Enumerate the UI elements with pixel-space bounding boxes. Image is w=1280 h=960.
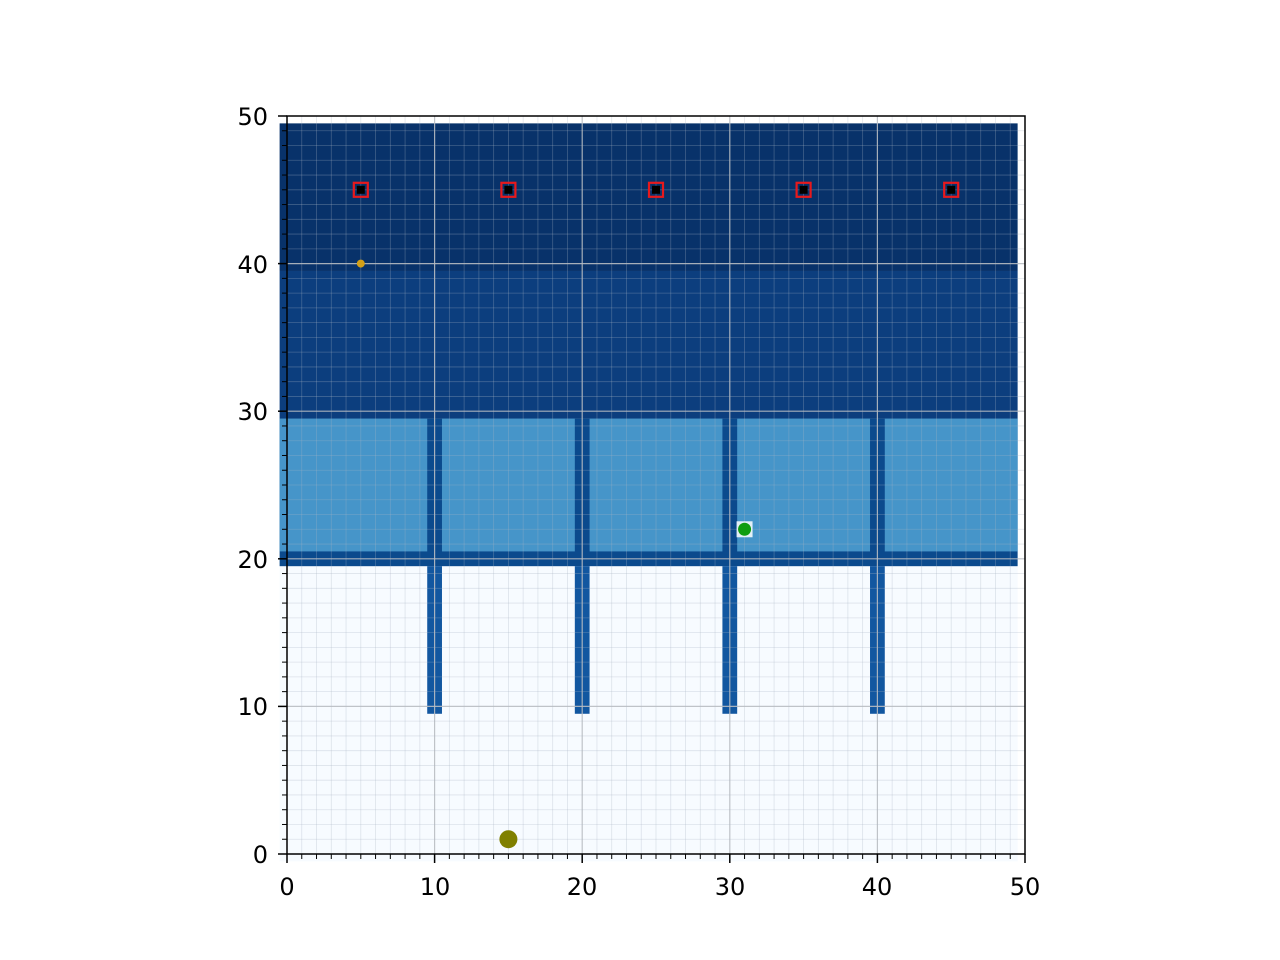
grid-lines: [287, 116, 1025, 854]
room-5-region: [884, 418, 1018, 552]
target-marker-4: [799, 185, 808, 194]
y-tick-label-30: 30: [237, 398, 268, 426]
room-1-region: [279, 418, 428, 552]
target-outline-2: [500, 181, 517, 198]
x-tick-label-50: 50: [1010, 873, 1041, 901]
x-tick-label-10: 10: [420, 873, 451, 901]
target-markers: [352, 181, 960, 198]
target-marker-2: [504, 185, 513, 194]
y-tick-label-10: 10: [237, 693, 268, 721]
x-tick-label-40: 40: [862, 873, 893, 901]
y-tick-label-20: 20: [237, 546, 268, 574]
plot-area: [279, 115, 1026, 862]
target-marker-1: [356, 185, 365, 194]
upper-zone-region: [279, 270, 1018, 419]
y-tick-label-50: 50: [237, 103, 268, 131]
scatter-points: [356, 259, 753, 849]
target-marker-5: [947, 185, 956, 194]
y-axis-tick-labels: 0 10 20 30 40 50: [237, 103, 268, 869]
x-tick-label-30: 30: [715, 873, 746, 901]
target-outline-1: [352, 181, 369, 198]
agent-point: [738, 522, 752, 536]
x-tick-label-0: 0: [279, 873, 294, 901]
target-marker-3: [652, 185, 660, 194]
start-point: [499, 830, 518, 849]
axis-ticks: [278, 115, 1026, 863]
x-tick-label-20: 20: [567, 873, 598, 901]
y-tick-label-40: 40: [237, 251, 268, 279]
waypoint-point: [356, 259, 365, 268]
target-outline-4: [795, 181, 812, 198]
heatmap-regions: [279, 123, 1018, 862]
room-3-region: [589, 418, 723, 552]
y-tick-label-0: 0: [253, 841, 268, 869]
room-4-region: [737, 418, 871, 552]
target-outline-3: [647, 181, 665, 198]
target-outline-5: [943, 181, 960, 198]
room-2-region: [441, 418, 575, 552]
x-axis-tick-labels: 0 10 20 30 40 50: [279, 873, 1040, 901]
